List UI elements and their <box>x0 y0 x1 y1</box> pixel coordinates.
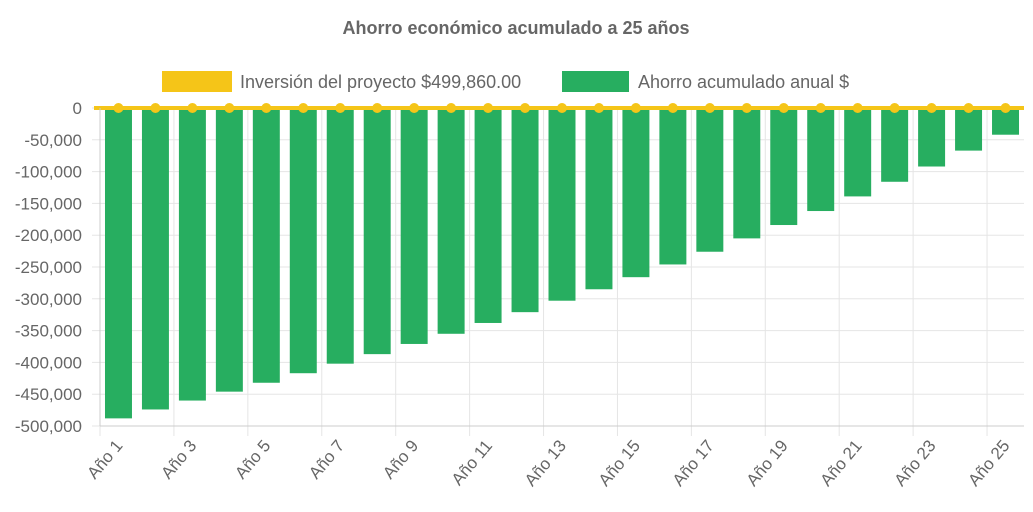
x-tick-label: Año 5 <box>231 436 274 482</box>
investment-point[interactable] <box>483 103 494 113</box>
investment-point[interactable] <box>372 103 383 113</box>
savings-bar[interactable] <box>770 108 798 226</box>
savings-bar[interactable] <box>881 108 909 182</box>
investment-point[interactable] <box>224 103 235 113</box>
investment-point[interactable] <box>298 103 309 113</box>
x-tick-label: Año 7 <box>305 436 348 482</box>
investment-point[interactable] <box>889 103 900 113</box>
y-tick-label: 0 <box>73 99 82 118</box>
y-tick-label: -350,000 <box>15 322 82 341</box>
savings-bar[interactable] <box>807 108 835 212</box>
y-tick-label: -100,000 <box>15 163 82 182</box>
investment-point[interactable] <box>704 103 715 113</box>
x-tick-label: Año 25 <box>964 436 1013 489</box>
savings-bar[interactable] <box>659 108 687 265</box>
savings-bar[interactable] <box>585 108 613 290</box>
savings-bar[interactable] <box>289 108 317 374</box>
x-tick-label: Año 9 <box>379 436 422 482</box>
x-axis: Año 1 Año 3 Año 5 Año 7 Año 9 Año 11 Año 13 Año… <box>83 425 1024 490</box>
investment-point[interactable] <box>741 103 752 113</box>
y-tick-label: -150,000 <box>15 194 82 213</box>
savings-bar[interactable] <box>104 108 132 419</box>
savings-bar[interactable] <box>400 108 428 344</box>
investment-point[interactable] <box>150 103 161 113</box>
investment-point[interactable] <box>335 103 346 113</box>
x-tick-label: Año 19 <box>743 436 792 489</box>
savings-bar[interactable] <box>511 108 539 313</box>
investment-line <box>94 103 1024 113</box>
y-tick-label: -400,000 <box>15 353 82 372</box>
investment-point[interactable] <box>926 103 937 113</box>
savings-bar[interactable] <box>918 108 946 167</box>
y-tick-label: -200,000 <box>15 226 82 245</box>
y-tick-label: -500,000 <box>15 417 82 436</box>
x-tick-label: Año 17 <box>669 436 718 489</box>
y-tick-label: -250,000 <box>15 258 82 277</box>
investment-point[interactable] <box>446 103 457 113</box>
savings-bar[interactable] <box>622 108 650 278</box>
savings-bar[interactable] <box>474 108 502 323</box>
savings-bar[interactable] <box>215 108 243 392</box>
legend-label-savings[interactable]: Ahorro acumulado anual $ <box>638 72 849 92</box>
savings-bar[interactable] <box>326 108 354 364</box>
y-tick-label: -50,000 <box>24 131 82 150</box>
savings-bar[interactable] <box>141 108 169 410</box>
investment-point[interactable] <box>667 103 678 113</box>
investment-point[interactable] <box>557 103 567 113</box>
investment-point[interactable] <box>113 103 124 113</box>
legend-swatch-savings[interactable] <box>562 71 629 92</box>
investment-point[interactable] <box>520 103 531 113</box>
investment-point[interactable] <box>187 103 198 113</box>
x-tick-label: Año 11 <box>448 436 496 489</box>
savings-bar[interactable] <box>252 108 280 383</box>
investment-point[interactable] <box>963 103 974 113</box>
y-tick-label: -450,000 <box>15 385 82 404</box>
investment-point[interactable] <box>815 103 826 113</box>
investment-point[interactable] <box>778 103 789 113</box>
legend-swatch-investment[interactable] <box>162 71 232 92</box>
investment-point[interactable] <box>852 103 863 113</box>
savings-bar[interactable] <box>844 108 872 197</box>
savings-bar[interactable] <box>363 108 391 355</box>
y-axis: 0 -50,000 -100,000 -150,000 -200,000 -250,000… <box>15 99 101 436</box>
savings-bar[interactable] <box>178 108 206 401</box>
x-tick-label: Año 13 <box>521 436 570 489</box>
investment-point[interactable] <box>630 103 641 113</box>
chart-title: Ahorro económico acumulado a 25 años <box>342 18 689 38</box>
x-tick-label: Año 1 <box>83 436 126 482</box>
legend[interactable]: Inversión del proyecto $499,860.00 Ahorr… <box>162 71 849 92</box>
x-tick-label: Año 23 <box>890 436 939 489</box>
x-tick-label: Año 21 <box>817 436 866 489</box>
savings-bar[interactable] <box>733 108 761 239</box>
savings-bar[interactable] <box>696 108 724 252</box>
legend-label-investment[interactable]: Inversión del proyecto $499,860.00 <box>240 72 521 92</box>
y-tick-label: -300,000 <box>15 290 82 309</box>
investment-point[interactable] <box>593 103 604 113</box>
investment-point[interactable] <box>409 103 420 113</box>
x-tick-label: Año 15 <box>595 436 644 489</box>
savings-bar[interactable] <box>955 108 983 151</box>
bars <box>104 108 1020 419</box>
x-tick-label: Año 3 <box>157 436 200 482</box>
investment-point[interactable] <box>1000 103 1011 113</box>
investment-point[interactable] <box>261 103 272 113</box>
savings-bar[interactable] <box>548 108 576 301</box>
savings-bar[interactable] <box>437 108 465 334</box>
